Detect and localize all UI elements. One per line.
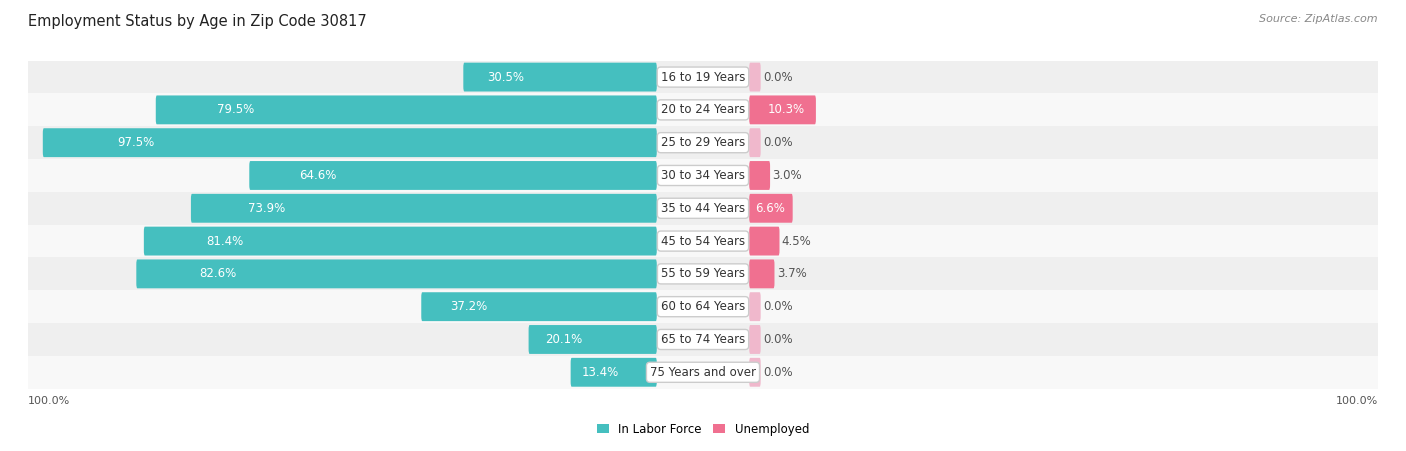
Text: 82.6%: 82.6% xyxy=(200,267,236,281)
Text: 64.6%: 64.6% xyxy=(299,169,336,182)
Text: 60 to 64 Years: 60 to 64 Years xyxy=(661,300,745,313)
Bar xyxy=(28,323,1378,356)
Text: 45 to 54 Years: 45 to 54 Years xyxy=(661,235,745,248)
FancyBboxPatch shape xyxy=(749,63,761,92)
Text: 20.1%: 20.1% xyxy=(544,333,582,346)
FancyBboxPatch shape xyxy=(529,325,657,354)
Text: 55 to 59 Years: 55 to 59 Years xyxy=(661,267,745,281)
Text: 0.0%: 0.0% xyxy=(763,333,793,346)
Bar xyxy=(28,258,1378,290)
Text: 0.0%: 0.0% xyxy=(763,136,793,149)
Text: 20 to 24 Years: 20 to 24 Years xyxy=(661,103,745,116)
Text: 0.0%: 0.0% xyxy=(763,366,793,379)
FancyBboxPatch shape xyxy=(571,358,657,387)
Text: 65 to 74 Years: 65 to 74 Years xyxy=(661,333,745,346)
Text: 73.9%: 73.9% xyxy=(247,202,285,215)
FancyBboxPatch shape xyxy=(749,259,775,288)
Text: 16 to 19 Years: 16 to 19 Years xyxy=(661,70,745,83)
Text: 10.3%: 10.3% xyxy=(768,103,806,116)
Text: 25 to 29 Years: 25 to 29 Years xyxy=(661,136,745,149)
Text: 37.2%: 37.2% xyxy=(450,300,488,313)
FancyBboxPatch shape xyxy=(749,227,779,256)
Text: 97.5%: 97.5% xyxy=(117,136,155,149)
Text: 30.5%: 30.5% xyxy=(488,70,524,83)
Text: 100.0%: 100.0% xyxy=(28,396,70,406)
Text: Source: ZipAtlas.com: Source: ZipAtlas.com xyxy=(1260,14,1378,23)
Text: 79.5%: 79.5% xyxy=(217,103,254,116)
FancyBboxPatch shape xyxy=(464,63,657,92)
Bar xyxy=(28,192,1378,225)
FancyBboxPatch shape xyxy=(136,259,657,288)
Text: 4.5%: 4.5% xyxy=(782,235,811,248)
FancyBboxPatch shape xyxy=(749,194,793,223)
Bar xyxy=(28,61,1378,93)
Text: 3.0%: 3.0% xyxy=(772,169,801,182)
FancyBboxPatch shape xyxy=(749,128,761,157)
Bar xyxy=(28,126,1378,159)
Legend: In Labor Force, Unemployed: In Labor Force, Unemployed xyxy=(598,423,808,436)
Bar xyxy=(28,93,1378,126)
Text: 0.0%: 0.0% xyxy=(763,70,793,83)
Bar xyxy=(28,225,1378,258)
FancyBboxPatch shape xyxy=(249,161,657,190)
Bar xyxy=(28,159,1378,192)
Text: 100.0%: 100.0% xyxy=(1336,396,1378,406)
FancyBboxPatch shape xyxy=(749,161,770,190)
FancyBboxPatch shape xyxy=(749,292,761,321)
Bar xyxy=(28,290,1378,323)
Text: 13.4%: 13.4% xyxy=(582,366,619,379)
FancyBboxPatch shape xyxy=(191,194,657,223)
Text: 3.7%: 3.7% xyxy=(778,267,807,281)
Text: 30 to 34 Years: 30 to 34 Years xyxy=(661,169,745,182)
Text: 75 Years and over: 75 Years and over xyxy=(650,366,756,379)
FancyBboxPatch shape xyxy=(422,292,657,321)
Text: 0.0%: 0.0% xyxy=(763,300,793,313)
FancyBboxPatch shape xyxy=(42,128,657,157)
FancyBboxPatch shape xyxy=(749,325,761,354)
FancyBboxPatch shape xyxy=(749,358,761,387)
Text: 81.4%: 81.4% xyxy=(207,235,243,248)
Text: 35 to 44 Years: 35 to 44 Years xyxy=(661,202,745,215)
Text: Employment Status by Age in Zip Code 30817: Employment Status by Age in Zip Code 308… xyxy=(28,14,367,28)
Bar xyxy=(28,356,1378,389)
FancyBboxPatch shape xyxy=(156,96,657,124)
Text: 6.6%: 6.6% xyxy=(755,202,786,215)
FancyBboxPatch shape xyxy=(749,96,815,124)
FancyBboxPatch shape xyxy=(143,227,657,256)
